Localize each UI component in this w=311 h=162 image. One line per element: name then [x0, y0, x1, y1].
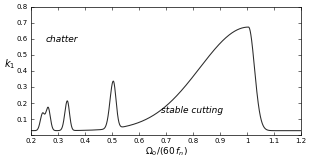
Text: chatter: chatter: [46, 35, 78, 44]
Text: stable cutting: stable cutting: [160, 106, 223, 115]
Y-axis label: $k_1$: $k_1$: [4, 57, 16, 71]
X-axis label: $\Omega_0/(60\,f_n)$: $\Omega_0/(60\,f_n)$: [145, 145, 188, 158]
